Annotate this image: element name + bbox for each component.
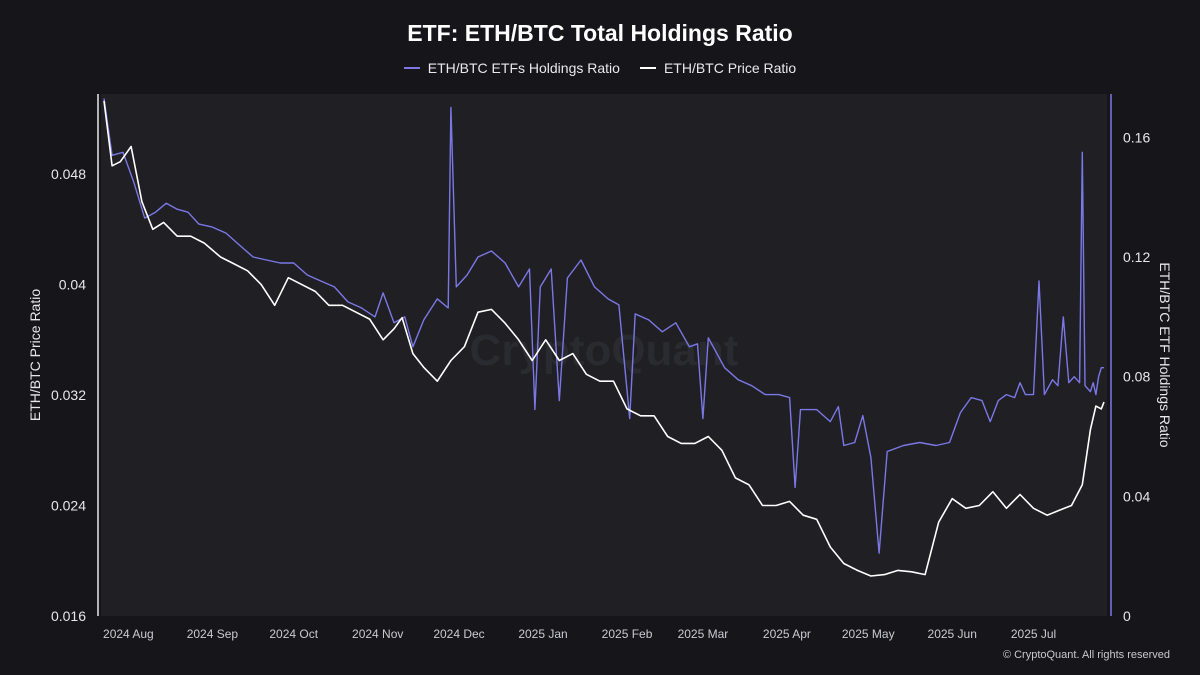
x-tick-label: 2024 Sep xyxy=(187,627,239,641)
right-tick-label: 0.08 xyxy=(1123,369,1150,385)
series-line-price-ratio xyxy=(103,100,1105,577)
x-tick-label: 2025 Apr xyxy=(763,627,811,641)
left-axis-title: ETH/BTC Price Ratio xyxy=(27,289,43,421)
legend-swatch-price xyxy=(639,67,656,69)
legend-item-holdings-ratio[interactable]: ETH/BTC ETFs Holdings Ratio xyxy=(403,60,620,76)
x-tick-label: 2025 Jan xyxy=(518,627,567,641)
x-tick-label: 2024 Nov xyxy=(352,627,403,641)
right-tick-label: 0.16 xyxy=(1123,129,1150,145)
right-axis-title: ETH/BTC ETF Holdings Ratio xyxy=(1157,262,1173,447)
x-axis-ticks: 2024 Aug 2024 Sep 2024 Oct 2024 Nov 2024 Dec… xyxy=(103,627,1056,641)
legend: ETH/BTC ETFs Holdings Ratio ETH/BTC Pric… xyxy=(0,60,1200,76)
x-tick-label: 2025 Feb xyxy=(602,627,653,641)
x-tick-label: 2025 Jun xyxy=(928,627,977,641)
x-tick-label: 2024 Oct xyxy=(269,627,318,641)
left-tick-label: 0.048 xyxy=(51,166,86,182)
x-tick-label: 2025 Mar xyxy=(678,627,729,641)
series-layer xyxy=(103,98,1105,577)
right-axis-ticks: 0 0.04 0.08 0.12 0.16 xyxy=(1123,129,1150,624)
copyright-footer: © CryptoQuant. All rights reserved xyxy=(1002,649,1170,661)
chart-title: ETF: ETH/BTC Total Holdings Ratio xyxy=(407,20,793,46)
left-tick-label: 0.032 xyxy=(51,387,86,403)
legend-label-holdings: ETH/BTC ETFs Holdings Ratio xyxy=(427,60,620,76)
left-tick-label: 0.024 xyxy=(51,498,86,514)
left-axis-ticks: 0.016 0.024 0.032 0.04 0.048 xyxy=(51,166,86,624)
x-tick-label: 2024 Dec xyxy=(433,627,484,641)
legend-swatch-holdings xyxy=(403,67,420,69)
right-tick-label: 0.12 xyxy=(1123,249,1150,265)
left-tick-label: 0.04 xyxy=(59,277,86,293)
right-tick-label: 0.04 xyxy=(1123,488,1150,504)
series-line-etf-holdings-ratio xyxy=(103,98,1104,554)
legend-label-price: ETH/BTC Price Ratio xyxy=(663,60,797,76)
x-tick-label: 2025 Jul xyxy=(1011,627,1056,641)
left-tick-label: 0.016 xyxy=(51,608,86,624)
x-tick-label: 2024 Aug xyxy=(103,627,154,641)
legend-item-price-ratio[interactable]: ETH/BTC Price Ratio xyxy=(639,60,797,76)
plot-area xyxy=(101,94,1107,616)
x-tick-label: 2025 May xyxy=(842,627,895,641)
right-tick-label: 0 xyxy=(1123,608,1131,624)
